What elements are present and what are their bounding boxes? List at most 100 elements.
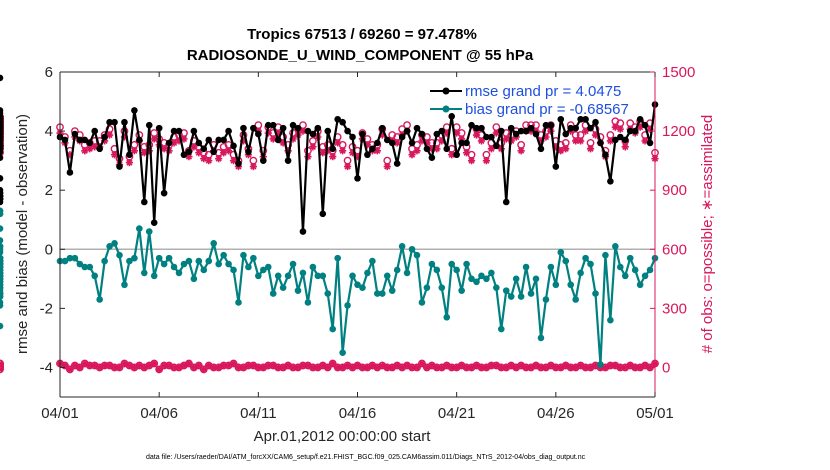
y-right-tick-label: 1500 <box>662 64 695 81</box>
data-point <box>0 74 4 82</box>
legend-rmse-text: rmse grand pr = 4.0475 <box>465 83 621 100</box>
data-point <box>0 284 4 291</box>
obs-assimilated-marker <box>462 149 471 157</box>
obs-assimilated-marker <box>542 363 550 372</box>
data-point <box>304 299 312 306</box>
obs-assimilated-marker <box>562 361 570 370</box>
data-point <box>463 139 470 147</box>
data-point <box>71 130 79 138</box>
obs-assimilated-marker <box>482 157 491 165</box>
data-point <box>309 130 317 138</box>
data-point <box>61 257 69 265</box>
data-point <box>349 272 356 280</box>
data-point <box>532 130 540 138</box>
obs-assimilated-marker <box>353 361 362 370</box>
obs-assimilated-marker <box>626 361 634 370</box>
obs-assimilated-marker <box>611 361 619 370</box>
obs-assimilated-marker <box>304 153 312 161</box>
data-point <box>175 127 183 135</box>
data-point <box>473 278 480 286</box>
data-point <box>423 145 431 153</box>
data-point <box>478 124 485 132</box>
obs-assimilated-marker <box>562 145 570 153</box>
obs-assimilated-marker <box>477 137 486 145</box>
data-point <box>289 260 297 268</box>
data-point <box>374 290 381 297</box>
obs-assimilated-marker <box>557 147 565 155</box>
data-point <box>116 163 123 170</box>
data-point <box>259 157 267 164</box>
obs-assimilated-marker <box>577 137 585 145</box>
data-point <box>81 136 89 144</box>
data-point <box>636 281 644 289</box>
obs-assimilated-marker <box>140 149 148 157</box>
obs-assimilated-marker <box>408 151 416 159</box>
obs-assimilated-marker <box>438 363 446 372</box>
obs-assimilated-marker <box>185 359 193 368</box>
data-point <box>324 290 332 297</box>
obs-assimilated-marker <box>502 135 510 143</box>
x-tick-label: 05/01 <box>636 405 674 422</box>
data-point <box>339 349 346 356</box>
data-point <box>473 124 480 132</box>
data-point <box>587 260 594 268</box>
obs-assimilated-marker <box>205 157 213 165</box>
data-point <box>61 136 69 144</box>
data-point <box>344 302 351 309</box>
obs-assimilated-marker <box>621 363 629 372</box>
data-point <box>0 299 4 306</box>
data-point <box>0 248 4 256</box>
data-point <box>274 136 282 144</box>
data-point <box>180 151 188 159</box>
obs-assimilated-marker <box>383 162 391 171</box>
data-point <box>478 272 485 280</box>
data-point <box>522 127 530 135</box>
data-point <box>190 127 198 135</box>
data-point <box>324 127 332 135</box>
data-point <box>111 240 118 247</box>
data-point <box>383 136 391 144</box>
obs-assimilated-marker <box>105 131 114 139</box>
obs-assimilated-marker <box>363 363 372 372</box>
obs-possible-marker <box>0 125 4 134</box>
data-point <box>378 290 386 297</box>
obs-assimilated-marker <box>309 143 317 151</box>
data-point <box>433 130 441 138</box>
obs-assimilated-marker <box>319 361 327 370</box>
data-point <box>190 275 198 283</box>
data-point <box>140 198 148 206</box>
y-right-tick-label: 0 <box>662 359 670 376</box>
data-point <box>488 269 495 277</box>
data-point <box>215 260 222 268</box>
data-point <box>458 139 465 147</box>
x-tick-label: 04/01 <box>41 405 79 422</box>
data-point <box>145 121 153 129</box>
data-point <box>289 121 297 129</box>
data-point <box>587 124 594 132</box>
data-point <box>205 257 213 265</box>
data-point <box>284 157 292 164</box>
obs-assimilated-marker <box>547 361 555 370</box>
data-point <box>443 313 451 321</box>
data-point <box>180 260 188 268</box>
obs-assimilated-marker <box>339 147 347 155</box>
obs-assimilated-marker <box>269 135 277 143</box>
obs-assimilated-marker <box>636 363 644 372</box>
obs-assimilated-marker <box>472 131 481 139</box>
data-point <box>314 272 322 280</box>
obs-assimilated-marker <box>428 361 436 370</box>
data-point <box>76 136 84 144</box>
obs-assimilated-marker <box>269 361 277 370</box>
data-point <box>493 142 500 150</box>
obs-assimilated-marker <box>492 129 500 137</box>
data-point <box>398 243 406 250</box>
data-point <box>517 127 525 135</box>
data-point <box>250 254 257 262</box>
obs-assimilated-marker <box>66 365 74 374</box>
obs-assimilated-marker <box>517 361 525 370</box>
data-point <box>621 272 629 280</box>
data-point <box>448 260 456 268</box>
data-point <box>364 269 371 277</box>
data-point <box>250 124 257 132</box>
obs-assimilated-marker <box>229 157 238 165</box>
